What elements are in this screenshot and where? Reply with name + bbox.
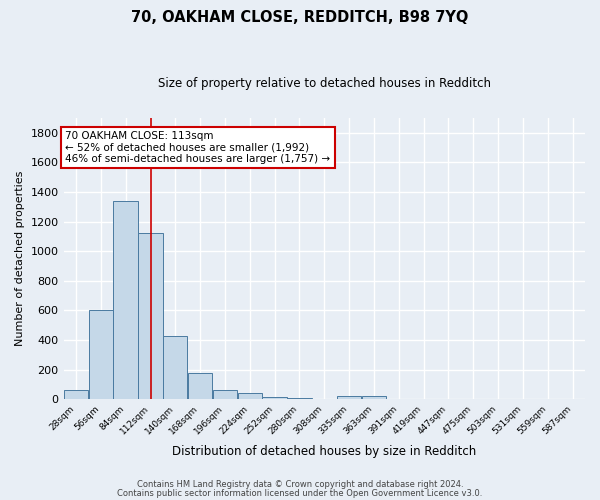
Bar xyxy=(113,201,138,399)
Bar xyxy=(238,394,262,399)
Bar xyxy=(337,396,361,399)
Text: Contains HM Land Registry data © Crown copyright and database right 2024.: Contains HM Land Registry data © Crown c… xyxy=(137,480,463,489)
Bar xyxy=(362,396,386,399)
Text: 70, OAKHAM CLOSE, REDDITCH, B98 7YQ: 70, OAKHAM CLOSE, REDDITCH, B98 7YQ xyxy=(131,10,469,25)
Title: Size of property relative to detached houses in Redditch: Size of property relative to detached ho… xyxy=(158,78,491,90)
Bar xyxy=(188,374,212,399)
Text: 70 OAKHAM CLOSE: 113sqm
← 52% of detached houses are smaller (1,992)
46% of semi: 70 OAKHAM CLOSE: 113sqm ← 52% of detache… xyxy=(65,130,331,164)
X-axis label: Distribution of detached houses by size in Redditch: Distribution of detached houses by size … xyxy=(172,444,476,458)
Text: Contains public sector information licensed under the Open Government Licence v3: Contains public sector information licen… xyxy=(118,490,482,498)
Bar xyxy=(64,390,88,399)
Bar xyxy=(163,336,187,399)
Y-axis label: Number of detached properties: Number of detached properties xyxy=(15,171,25,346)
Bar xyxy=(287,398,311,399)
Bar xyxy=(213,390,237,399)
Bar xyxy=(262,397,287,399)
Bar xyxy=(138,234,163,399)
Bar xyxy=(89,310,113,399)
